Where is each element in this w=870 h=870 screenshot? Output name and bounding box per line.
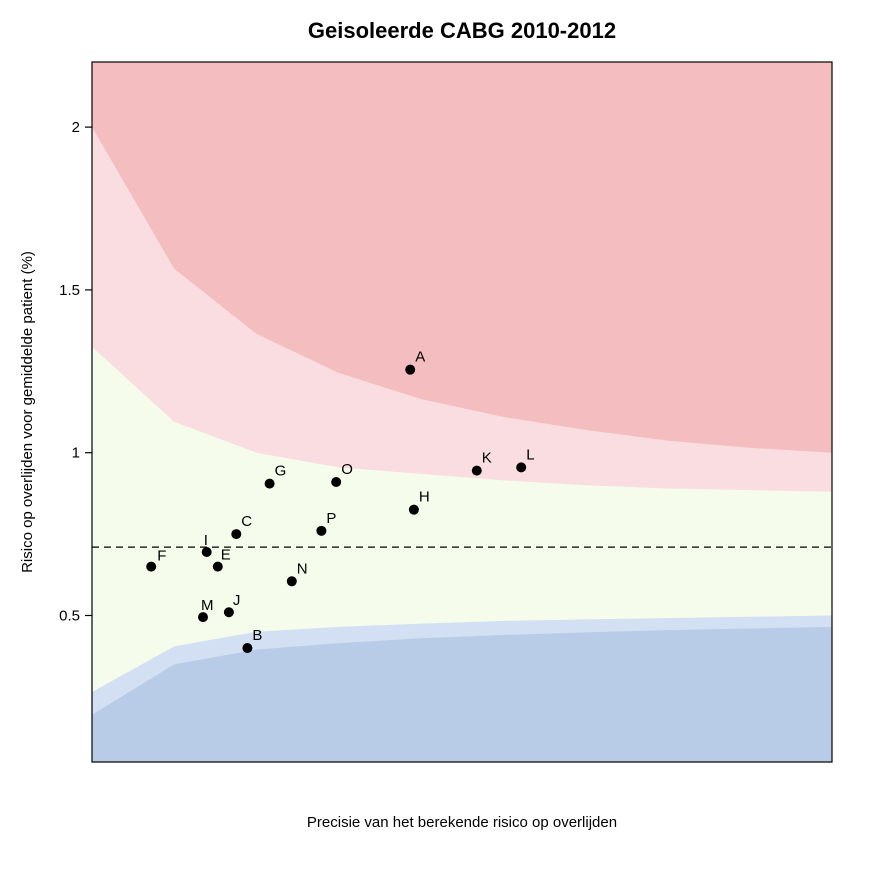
data-point-label: G bbox=[275, 463, 287, 480]
data-point bbox=[316, 526, 326, 536]
y-tick-label: 0.5 bbox=[59, 607, 80, 624]
data-point-label: K bbox=[482, 450, 492, 467]
plot-area: A B CE F G H I J K L M N O P bbox=[92, 62, 832, 762]
chart-title: Geisoleerde CABG 2010-2012 bbox=[308, 18, 616, 43]
y-tick-label: 2 bbox=[72, 119, 80, 136]
x-axis-label: Precisie van het berekende risico op ove… bbox=[307, 814, 617, 831]
data-point bbox=[516, 462, 526, 472]
data-point-label: I bbox=[204, 532, 208, 549]
y-axis-label: Risico op overlijden voor gemiddelde pat… bbox=[19, 251, 36, 573]
data-point bbox=[405, 365, 415, 375]
data-point bbox=[242, 643, 252, 653]
data-point-label: P bbox=[326, 510, 336, 527]
data-point-label: N bbox=[297, 560, 308, 577]
data-point-label: O bbox=[341, 461, 353, 478]
data-point-label: F bbox=[157, 548, 166, 565]
data-point bbox=[287, 576, 297, 586]
data-point-label: H bbox=[419, 489, 430, 506]
data-point bbox=[265, 479, 275, 489]
data-point bbox=[231, 529, 241, 539]
data-point bbox=[331, 477, 341, 487]
data-point-label: B bbox=[252, 627, 262, 644]
y-tick-label: 1 bbox=[72, 445, 80, 462]
data-point-label: E bbox=[221, 547, 231, 564]
data-point bbox=[409, 505, 419, 515]
data-point bbox=[146, 562, 156, 572]
chart-container: { "chart": { "type": "funnel-scatter", "… bbox=[0, 0, 870, 870]
data-point-label: L bbox=[526, 446, 534, 463]
funnel-chart: A B CE F G H I J K L M N O P 0.5 1 1.5 2 Geisoleerde CABG … bbox=[0, 0, 870, 870]
data-point-label: A bbox=[415, 349, 425, 366]
y-tick-label: 1.5 bbox=[59, 282, 80, 299]
data-point bbox=[472, 466, 482, 476]
data-point-label: J bbox=[233, 592, 241, 609]
data-point-label: M bbox=[201, 597, 214, 614]
data-point-label: C bbox=[241, 513, 252, 530]
